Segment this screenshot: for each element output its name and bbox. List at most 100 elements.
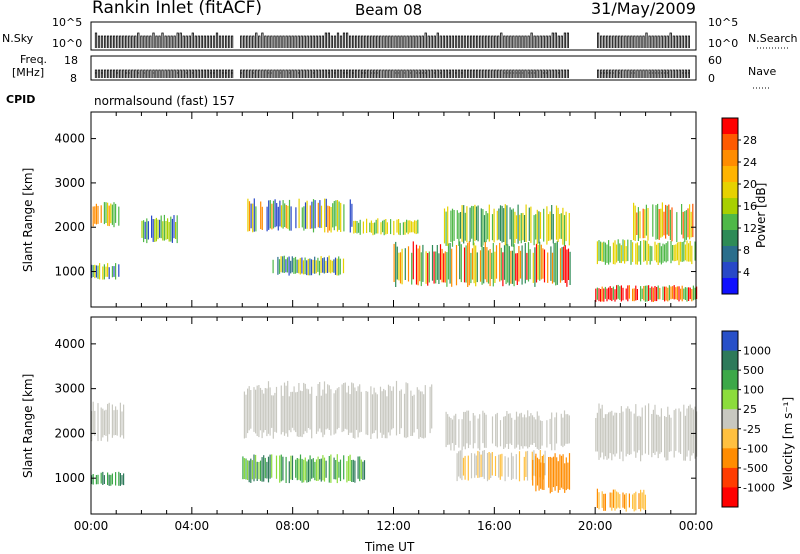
range-gate-cell bbox=[601, 491, 603, 508]
range-gate-cell bbox=[507, 413, 510, 449]
range-gate-cell bbox=[691, 407, 693, 456]
range-gate-cell bbox=[673, 285, 675, 300]
range-gate-cell bbox=[271, 395, 273, 428]
range-gate-cell bbox=[102, 471, 104, 485]
data-band bbox=[393, 241, 571, 287]
range-gate-cell bbox=[351, 382, 353, 433]
range-gate-cell bbox=[338, 387, 340, 428]
range-gate-cell bbox=[561, 247, 563, 281]
colorbar-tick-label: 12 bbox=[743, 222, 757, 235]
range-gate-cell bbox=[250, 203, 252, 229]
range-gate-cell bbox=[115, 406, 117, 435]
range-gate-cell bbox=[282, 200, 284, 229]
range-gate-cell bbox=[314, 256, 316, 274]
range-gate-cell bbox=[640, 416, 642, 462]
range-gate-cell bbox=[568, 453, 571, 490]
range-gate-cell bbox=[691, 245, 693, 265]
range-gate-cell bbox=[563, 246, 565, 280]
range-gate-cell bbox=[95, 203, 97, 225]
range-gate-cell bbox=[625, 408, 627, 457]
range-gate-cell bbox=[608, 412, 610, 459]
range-gate-cell bbox=[412, 241, 414, 280]
range-gate-cell bbox=[453, 210, 455, 241]
range-gate-cell bbox=[108, 402, 110, 435]
range-gate-cell bbox=[555, 412, 558, 444]
range-gate-cell bbox=[252, 203, 254, 233]
range-gate-cell bbox=[474, 204, 476, 242]
range-gate-cell bbox=[269, 200, 271, 229]
range-gate-cell bbox=[657, 242, 659, 265]
range-gate-cell bbox=[601, 242, 603, 262]
range-gate-cell bbox=[686, 408, 688, 457]
range-gate-cell bbox=[667, 406, 669, 461]
range-gate-cell bbox=[91, 411, 93, 442]
range-gate-cell bbox=[121, 411, 123, 436]
range-gate-cell bbox=[547, 214, 550, 241]
range-gate-cell bbox=[311, 201, 313, 229]
range-gate-cell bbox=[509, 413, 511, 444]
range-gate-cell bbox=[520, 213, 522, 244]
range-gate-cell bbox=[640, 241, 642, 265]
range-gate-cell bbox=[620, 406, 622, 452]
range-gate-cell bbox=[620, 285, 622, 302]
colorbar-swatch bbox=[722, 278, 738, 295]
range-gate-cell bbox=[99, 263, 101, 280]
range-gate-cell bbox=[633, 493, 635, 512]
range-gate-cell bbox=[483, 450, 485, 479]
range-gate-cell bbox=[333, 457, 335, 480]
range-gate-cell bbox=[108, 267, 110, 280]
range-gate-cell bbox=[673, 244, 675, 262]
range-gate-cell bbox=[360, 391, 362, 432]
range-gate-cell bbox=[638, 415, 640, 451]
colorbar-swatch bbox=[722, 118, 738, 135]
y-tick-label: 1000 bbox=[54, 265, 85, 279]
range-gate-cell bbox=[600, 289, 602, 302]
range-gate-cell bbox=[664, 244, 666, 262]
x-tick-label: 20:00 bbox=[578, 519, 613, 533]
range-gate-cell bbox=[651, 246, 653, 262]
range-gate-cell bbox=[646, 285, 648, 302]
range-gate-cell bbox=[429, 386, 431, 434]
aux-traces bbox=[94, 32, 790, 89]
range-gate-cell bbox=[617, 239, 619, 261]
colorbar-tick-label: -25 bbox=[743, 423, 761, 436]
range-gate-cell bbox=[554, 453, 556, 491]
range-gate-cell bbox=[327, 384, 329, 429]
range-gate-cell bbox=[344, 382, 346, 429]
range-gate-cell bbox=[538, 459, 540, 491]
range-gate-cell bbox=[568, 213, 570, 246]
range-gate-cell bbox=[660, 208, 662, 238]
range-gate-cell bbox=[362, 461, 364, 480]
range-gate-cell bbox=[603, 493, 605, 511]
range-gate-cell bbox=[299, 390, 302, 437]
range-gate-cell bbox=[678, 241, 680, 266]
range-gate-cell bbox=[248, 386, 250, 431]
range-gate-cell bbox=[606, 414, 608, 460]
range-gate-cell bbox=[609, 286, 611, 301]
nsky-tick-low: 10^0 bbox=[52, 37, 83, 50]
range-gate-cell bbox=[409, 220, 411, 233]
range-gate-cell bbox=[403, 393, 406, 438]
range-gate-cell bbox=[474, 415, 476, 444]
range-gate-cell bbox=[436, 245, 438, 280]
range-gate-cell bbox=[272, 395, 274, 439]
colorbar-swatch bbox=[722, 150, 738, 167]
colorbar-swatch bbox=[722, 262, 738, 279]
range-gate-cell bbox=[375, 219, 377, 234]
range-gate-cell bbox=[696, 286, 698, 299]
nave-label: Nave bbox=[748, 65, 777, 78]
range-gate-cell bbox=[691, 289, 693, 302]
range-gate-cell bbox=[614, 289, 616, 302]
x-tick-label: 00:00 bbox=[74, 519, 109, 533]
range-gate-cell bbox=[665, 286, 667, 301]
range-gate-cell bbox=[359, 456, 361, 482]
range-gate-cell bbox=[627, 406, 629, 454]
range-gate-cell bbox=[399, 222, 401, 236]
nave-tick-low: 0 bbox=[708, 72, 715, 85]
colorbar-tick-label: -500 bbox=[743, 462, 768, 475]
range-gate-cell bbox=[510, 452, 513, 480]
range-gate-cell bbox=[410, 390, 412, 436]
range-gate-cell bbox=[427, 253, 429, 286]
range-gate-cell bbox=[399, 252, 402, 284]
range-gate-cell bbox=[280, 256, 282, 273]
